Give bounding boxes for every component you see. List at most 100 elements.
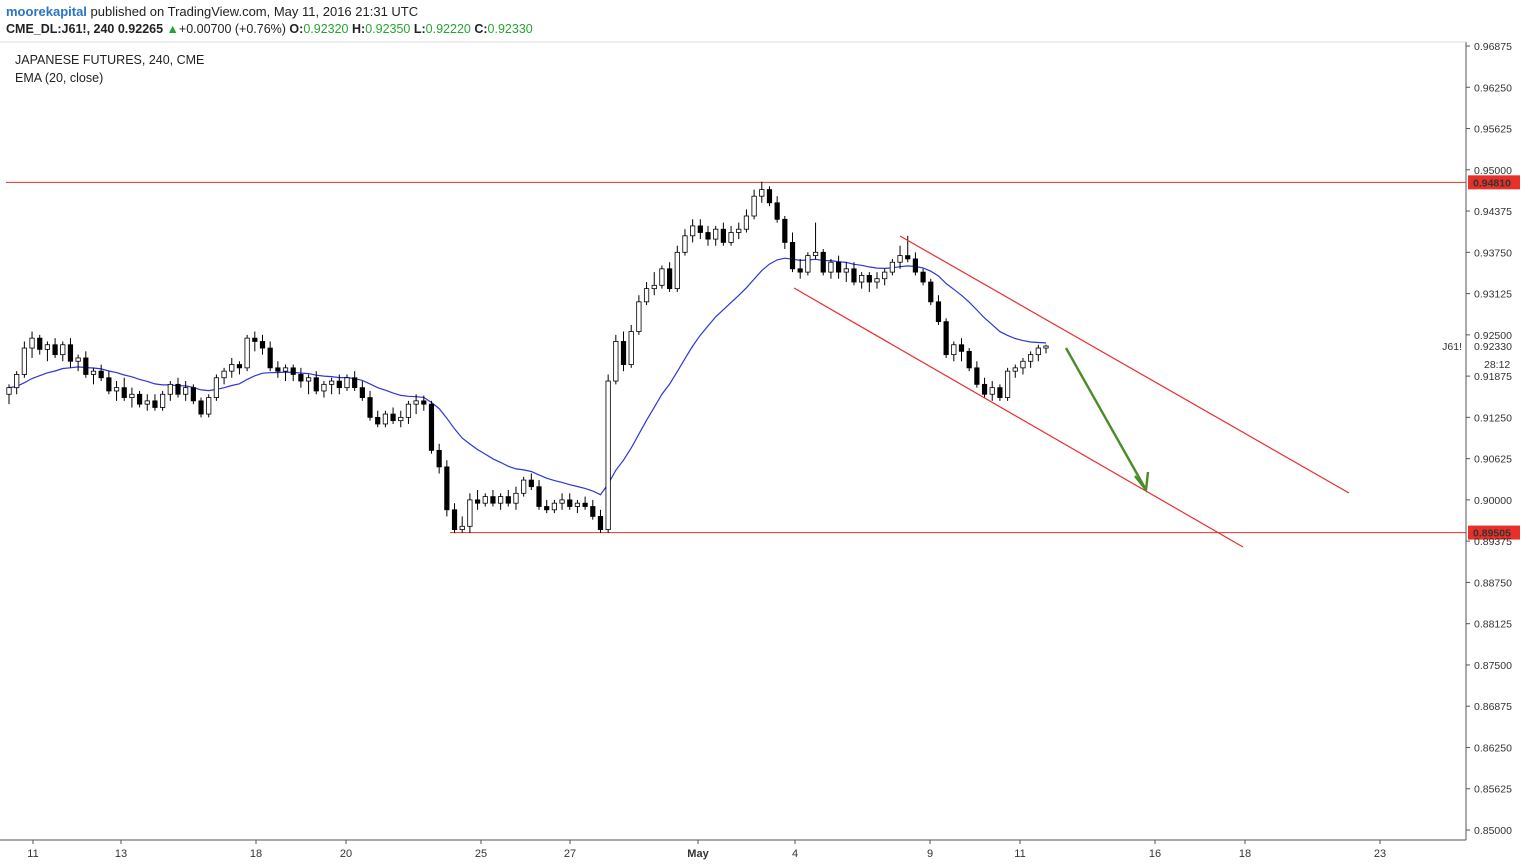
candle-up [551, 502, 557, 511]
price-tick-label: 0.90000 [1474, 495, 1512, 507]
change-arrow-icon: ▲ [166, 22, 179, 36]
candle-down [928, 281, 934, 303]
candle-down [766, 189, 773, 204]
candle-up [29, 337, 35, 349]
last-price-label: 0.92330 [1474, 341, 1512, 353]
level-badge-label: 0.89505 [1473, 528, 1511, 540]
candle-up [1028, 354, 1034, 362]
candle-down [490, 496, 496, 504]
candle-down [444, 466, 450, 511]
price-tick-label: 0.85000 [1474, 825, 1512, 837]
candle-up [636, 301, 642, 332]
down-arrow-head-icon [1134, 471, 1150, 494]
candle-up [812, 251, 819, 257]
price-tick-label: 0.93750 [1474, 247, 1512, 259]
candle-up [628, 331, 634, 365]
candle-up [521, 479, 527, 494]
candle-up [398, 416, 404, 422]
candle-down [505, 496, 511, 504]
time-tick-label: May [687, 848, 709, 860]
candle-down [252, 337, 258, 342]
time-tick-label: 20 [340, 848, 352, 860]
chart-legend-indicator: EMA (20, close) [15, 71, 103, 85]
level-badge [1468, 525, 1520, 540]
candle-up [405, 403, 412, 418]
time-tick-label: 11 [27, 848, 38, 860]
candle-down [352, 377, 358, 389]
drawings[interactable] [793, 235, 1350, 548]
time-tick-label: 13 [115, 848, 127, 860]
candle-up [1020, 360, 1026, 369]
candle-up [183, 387, 189, 395]
price-tick-label: 0.87500 [1474, 660, 1512, 672]
price-axis[interactable]: 0.96875 0.96250 0.95625 0.95000 0.94375 0.937… [1442, 41, 1512, 837]
candle-down [421, 400, 427, 405]
low-value: 0.92220 [425, 22, 471, 36]
candle-up [321, 383, 327, 392]
time-tick-label: 25 [475, 848, 487, 860]
candle-up [229, 364, 235, 372]
price-tick-label: 0.93125 [1474, 289, 1512, 301]
open-value: 0.92320 [303, 22, 349, 36]
candle-down [290, 367, 296, 375]
candle-down [667, 268, 673, 290]
candle-down [536, 486, 542, 507]
candle-down [106, 377, 112, 392]
candle-up [329, 380, 335, 385]
candle-down [705, 232, 711, 240]
candle-up [574, 502, 581, 507]
candle-up [44, 344, 51, 350]
candle-up [90, 370, 97, 375]
symbol-label[interactable]: CME_DL:J61!, 240 [6, 22, 115, 36]
candle-up [605, 380, 611, 531]
candle-up [14, 374, 20, 389]
candle-down [912, 258, 919, 273]
author-link[interactable]: moorekapital [6, 4, 87, 19]
channel-upper-line [899, 235, 1350, 494]
candle-up [643, 288, 650, 303]
candle-down [367, 397, 373, 418]
candle-up [882, 271, 888, 280]
candle-up [513, 492, 519, 504]
candle-up [206, 397, 212, 415]
candle-up [859, 275, 865, 283]
published-text: published on TradingView.com, May 11, 20… [86, 4, 419, 19]
candle-down [590, 506, 596, 517]
time-tick-label: 9 [927, 848, 933, 860]
candles [6, 181, 1049, 533]
price-tick-label: 0.95625 [1474, 124, 1512, 136]
candle-down [198, 400, 204, 415]
publish-line: moorekapital published on TradingView.co… [6, 4, 418, 19]
candle-up [459, 525, 465, 531]
candle-down [597, 516, 604, 531]
candle-down [121, 387, 127, 398]
candle-up [713, 228, 719, 240]
candle-down [582, 502, 588, 507]
close-value: 0.92330 [487, 22, 533, 36]
time-tick-label: 23 [1374, 848, 1386, 860]
candle-down [375, 416, 381, 425]
price-tick-label: 0.95000 [1474, 165, 1512, 177]
horizontal-levels[interactable]: 0.94810 0.89505 [6, 175, 1520, 540]
candle-up [897, 255, 903, 263]
candle-down [851, 268, 857, 283]
candle-up [1035, 347, 1041, 356]
down-arrow-shaft [1064, 347, 1147, 489]
ema-line [8, 257, 1047, 496]
ema-20-line [8, 257, 1047, 496]
candle-down [259, 341, 266, 349]
level-badge [1468, 175, 1520, 190]
candle-down [866, 275, 872, 283]
candle-up [344, 377, 350, 389]
candle-up [759, 189, 765, 197]
candle-up [221, 370, 227, 379]
time-tick-label: 16 [1149, 848, 1161, 860]
time-tick-label: 18 [250, 848, 262, 860]
candle-down [236, 364, 243, 369]
high-label: H: [351, 22, 366, 36]
candle-down [697, 225, 703, 233]
candle-up [6, 387, 12, 395]
candle-up [213, 377, 219, 398]
time-axis[interactable]: 11 13 18 20 25 27 May 4 9 11 16 18 23 [27, 840, 1386, 860]
